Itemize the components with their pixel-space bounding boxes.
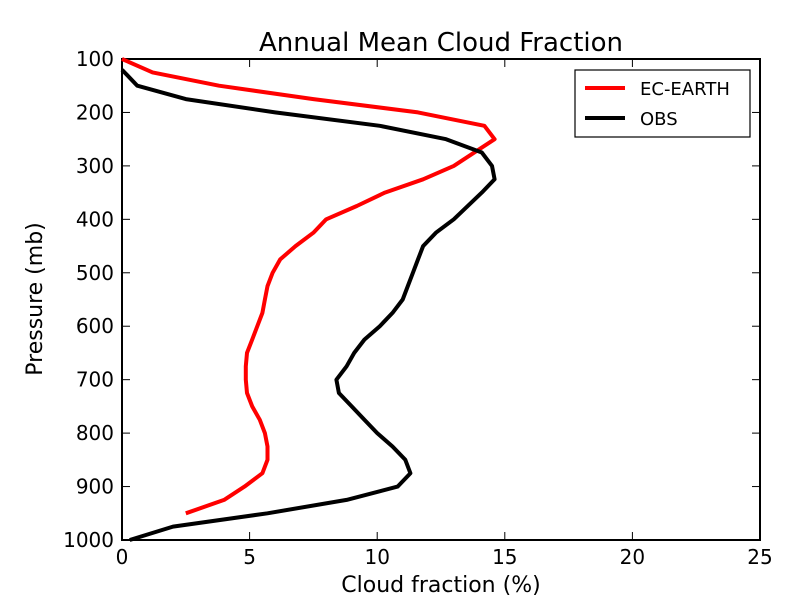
y-axis-ticks: 100 200 300 400 500 600 700 800 900 1000 [63,47,760,552]
x-tick-label: 5 [243,545,256,569]
x-tick-label: 25 [747,545,772,569]
y-tick-label: 800 [76,421,114,445]
chart-title: Annual Mean Cloud Fraction [259,28,623,58]
plot-frame [121,58,761,541]
x-tick-label: 15 [492,545,517,569]
y-tick-label: 400 [76,207,114,231]
series-line-obs [120,68,497,542]
y-tick-label: 900 [76,475,114,499]
y-tick-label: 700 [76,368,114,392]
legend-label-obs: OBS [640,109,678,130]
legend-label-ec-earth: EC-EARTH [640,79,730,100]
x-axis-label: Cloud fraction (%) [341,573,540,598]
y-tick-label: 500 [76,261,114,285]
y-tick-label: 100 [76,47,114,71]
x-axis-ticks: 0 5 10 15 20 25 [116,59,773,569]
y-tick-label: 600 [76,314,114,338]
x-tick-label: 10 [364,545,389,569]
legend: EC-EARTH OBS [574,69,751,138]
x-tick-label: 0 [116,545,129,569]
series-line-ec-earth [121,57,497,516]
y-tick-label: 1000 [63,528,114,552]
y-tick-label: 200 [76,100,114,124]
y-axis-label: Pressure (mb) [23,222,48,376]
series-lines [120,57,497,542]
x-tick-label: 20 [620,545,645,569]
legend-box [574,69,751,138]
y-tick-label: 300 [76,154,114,178]
